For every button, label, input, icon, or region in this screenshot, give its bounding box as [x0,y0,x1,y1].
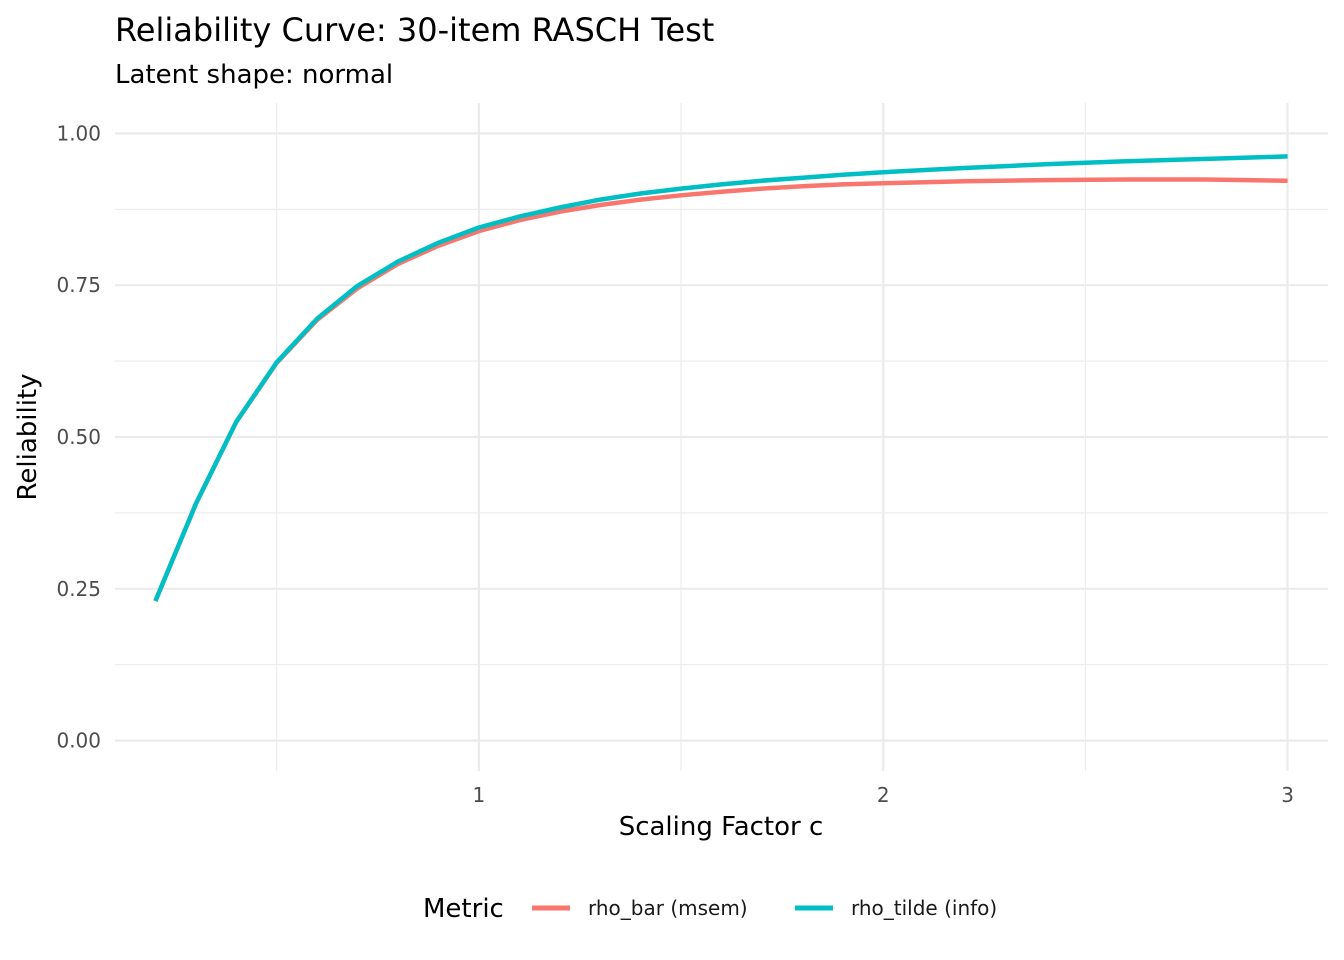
y-tick-label: 0.50 [56,425,101,449]
y-axis-tick-labels: 0.00 0.25 0.50 0.75 1.00 [56,121,101,752]
legend-label-2: rho_tilde (info) [851,896,997,920]
series-line-1 [153,177,1288,602]
legend-items: rho_bar (msem) rho_tilde (info) [532,896,997,920]
x-tick-label: 1 [473,783,486,807]
series-line-2 [153,154,1288,602]
legend-label-1: rho_bar (msem) [588,896,748,920]
y-axis-title: Reliability [13,373,43,500]
chart-title: Reliability Curve: 30-item RASCH Test [115,11,714,49]
y-tick-label: 0.75 [56,273,101,297]
legend: Metric rho_bar (msem) rho_tilde (info) [423,894,997,924]
x-axis-title: Scaling Factor c [619,812,824,842]
x-axis-tick-labels: 1 2 3 [473,783,1294,807]
legend-title: Metric [423,894,504,924]
x-tick-label: 3 [1281,783,1294,807]
series-lines [153,154,1288,602]
y-tick-label: 0.25 [56,577,101,601]
x-tick-label: 2 [877,783,890,807]
chart-subtitle: Latent shape: normal [115,60,393,90]
gridlines [115,103,1328,771]
y-tick-label: 1.00 [56,121,101,145]
y-tick-label: 0.00 [56,729,101,753]
